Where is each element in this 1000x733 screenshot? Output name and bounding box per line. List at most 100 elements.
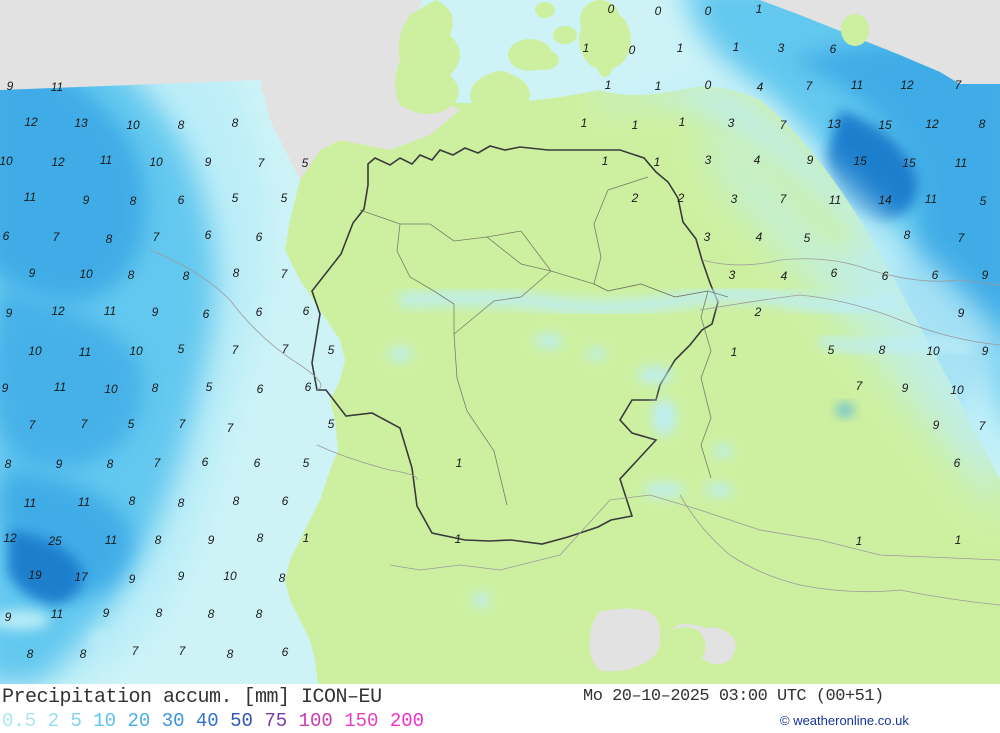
svg-text:8: 8 bbox=[208, 607, 215, 621]
svg-text:6: 6 bbox=[205, 228, 212, 242]
svg-text:15: 15 bbox=[878, 118, 892, 132]
svg-text:8: 8 bbox=[156, 606, 163, 620]
svg-text:5: 5 bbox=[328, 343, 335, 357]
svg-text:6: 6 bbox=[203, 307, 210, 321]
svg-text:1: 1 bbox=[632, 118, 639, 132]
svg-text:11: 11 bbox=[79, 345, 91, 359]
svg-text:6: 6 bbox=[882, 269, 889, 283]
svg-text:12: 12 bbox=[51, 304, 65, 318]
svg-text:11: 11 bbox=[51, 80, 63, 94]
svg-text:5: 5 bbox=[328, 417, 335, 431]
svg-text:10: 10 bbox=[28, 344, 42, 358]
svg-text:6: 6 bbox=[282, 645, 289, 659]
svg-text:8: 8 bbox=[5, 457, 12, 471]
svg-text:9: 9 bbox=[178, 569, 185, 583]
svg-text:11: 11 bbox=[829, 193, 841, 207]
svg-text:1: 1 bbox=[856, 534, 863, 548]
svg-text:10: 10 bbox=[104, 382, 118, 396]
svg-text:11: 11 bbox=[104, 304, 116, 318]
svg-text:3: 3 bbox=[705, 153, 712, 167]
svg-text:9: 9 bbox=[982, 268, 989, 282]
svg-text:8: 8 bbox=[178, 118, 185, 132]
svg-text:1: 1 bbox=[605, 78, 612, 92]
svg-text:0: 0 bbox=[705, 4, 712, 18]
svg-text:8: 8 bbox=[232, 116, 239, 130]
svg-text:1: 1 bbox=[655, 79, 662, 93]
svg-text:1: 1 bbox=[955, 533, 962, 547]
svg-text:9: 9 bbox=[208, 533, 215, 547]
svg-text:1: 1 bbox=[303, 531, 310, 545]
svg-text:5: 5 bbox=[828, 343, 835, 357]
svg-text:9: 9 bbox=[56, 457, 63, 471]
svg-text:8: 8 bbox=[106, 232, 113, 246]
svg-text:8: 8 bbox=[155, 533, 162, 547]
svg-text:6: 6 bbox=[830, 42, 837, 56]
svg-text:10: 10 bbox=[926, 344, 940, 358]
svg-text:13: 13 bbox=[827, 117, 841, 131]
svg-text:1: 1 bbox=[602, 154, 609, 168]
svg-text:5: 5 bbox=[128, 417, 135, 431]
svg-text:19: 19 bbox=[28, 568, 42, 582]
svg-text:8: 8 bbox=[233, 266, 240, 280]
svg-text:6: 6 bbox=[3, 229, 10, 243]
svg-text:8: 8 bbox=[279, 571, 286, 585]
svg-text:2: 2 bbox=[754, 305, 762, 319]
svg-text:8: 8 bbox=[152, 381, 159, 395]
svg-text:10: 10 bbox=[0, 154, 13, 168]
svg-text:11: 11 bbox=[851, 78, 863, 92]
svg-text:0: 0 bbox=[629, 43, 636, 57]
svg-text:8: 8 bbox=[256, 607, 263, 621]
svg-text:9: 9 bbox=[205, 155, 212, 169]
svg-text:8: 8 bbox=[227, 647, 234, 661]
svg-text:6: 6 bbox=[831, 266, 838, 280]
svg-text:5: 5 bbox=[232, 191, 239, 205]
svg-text:8: 8 bbox=[130, 194, 137, 208]
svg-text:10: 10 bbox=[950, 383, 964, 397]
svg-text:8: 8 bbox=[128, 268, 135, 282]
svg-text:6: 6 bbox=[202, 455, 209, 469]
svg-text:11: 11 bbox=[24, 496, 36, 510]
svg-text:5: 5 bbox=[804, 231, 811, 245]
svg-text:8: 8 bbox=[27, 647, 34, 661]
svg-text:11: 11 bbox=[100, 153, 112, 167]
svg-text:8: 8 bbox=[979, 117, 986, 131]
svg-text:15: 15 bbox=[902, 156, 916, 170]
svg-text:9: 9 bbox=[152, 305, 159, 319]
svg-text:4: 4 bbox=[754, 153, 761, 167]
svg-text:6: 6 bbox=[303, 304, 310, 318]
svg-text:1: 1 bbox=[583, 41, 590, 55]
svg-text:1: 1 bbox=[455, 532, 462, 546]
svg-text:1: 1 bbox=[679, 115, 686, 129]
svg-text:10: 10 bbox=[223, 569, 237, 583]
svg-text:0: 0 bbox=[705, 78, 712, 92]
svg-text:3: 3 bbox=[778, 41, 785, 55]
svg-text:8: 8 bbox=[80, 647, 87, 661]
svg-text:8: 8 bbox=[879, 343, 886, 357]
svg-text:9: 9 bbox=[29, 266, 36, 280]
svg-text:8: 8 bbox=[257, 531, 264, 545]
svg-text:17: 17 bbox=[74, 570, 89, 584]
svg-text:10: 10 bbox=[149, 155, 163, 169]
svg-text:25: 25 bbox=[47, 534, 62, 548]
svg-text:5: 5 bbox=[303, 456, 310, 470]
svg-text:9: 9 bbox=[902, 381, 909, 395]
svg-text:3: 3 bbox=[729, 268, 736, 282]
svg-text:12: 12 bbox=[900, 78, 914, 92]
svg-text:11: 11 bbox=[24, 190, 36, 204]
svg-text:14: 14 bbox=[878, 193, 892, 207]
svg-text:3: 3 bbox=[728, 116, 735, 130]
svg-text:1: 1 bbox=[677, 41, 684, 55]
svg-text:5: 5 bbox=[980, 194, 987, 208]
svg-text:12: 12 bbox=[24, 115, 38, 129]
svg-text:9: 9 bbox=[83, 193, 90, 207]
svg-text:12: 12 bbox=[925, 117, 939, 131]
svg-text:10: 10 bbox=[129, 344, 143, 358]
svg-text:1: 1 bbox=[456, 456, 463, 470]
svg-text:3: 3 bbox=[704, 230, 711, 244]
svg-text:4: 4 bbox=[781, 269, 788, 283]
svg-text:2: 2 bbox=[631, 191, 639, 205]
svg-text:11: 11 bbox=[955, 156, 967, 170]
svg-text:12: 12 bbox=[51, 155, 65, 169]
svg-text:8: 8 bbox=[233, 494, 240, 508]
svg-text:9: 9 bbox=[7, 79, 14, 93]
